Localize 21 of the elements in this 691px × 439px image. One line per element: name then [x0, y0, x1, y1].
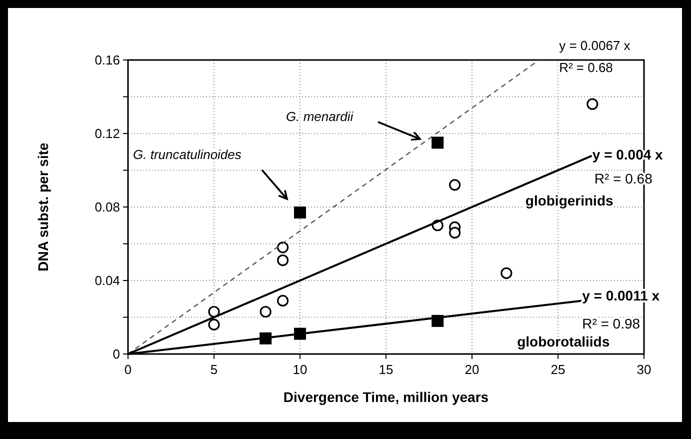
y-tick-label: 0.08 [94, 200, 120, 214]
x-tick-label: 30 [636, 362, 652, 377]
annotation: globigerinids [525, 192, 614, 209]
annotation: R² = 0.98 [582, 316, 640, 332]
x-tick-label: 0 [124, 362, 132, 377]
annotation: R² = 0.68 [559, 60, 613, 75]
x-tick-label: 25 [550, 362, 566, 377]
x-tick-label: 10 [292, 362, 308, 377]
y-tick-label: 0.16 [94, 52, 120, 68]
annotation: G. truncatulinoides [133, 147, 242, 162]
x-tick-label: 20 [464, 362, 480, 377]
y-tick-label: 0 [112, 346, 120, 362]
y-tick-label: 0.12 [94, 126, 120, 141]
y-tick-label: 0.04 [94, 273, 120, 288]
y-axis-title: DNA subst. per site [35, 142, 51, 272]
annotation: y = 0.0067 x [559, 38, 631, 53]
annotation: G. menardii [286, 109, 354, 124]
x-axis-title: Divergence Time, million years [283, 389, 489, 405]
x-tick-label: 5 [210, 362, 218, 377]
x-tick-label: 15 [378, 362, 394, 377]
annotation: globorotaliids [517, 334, 610, 350]
